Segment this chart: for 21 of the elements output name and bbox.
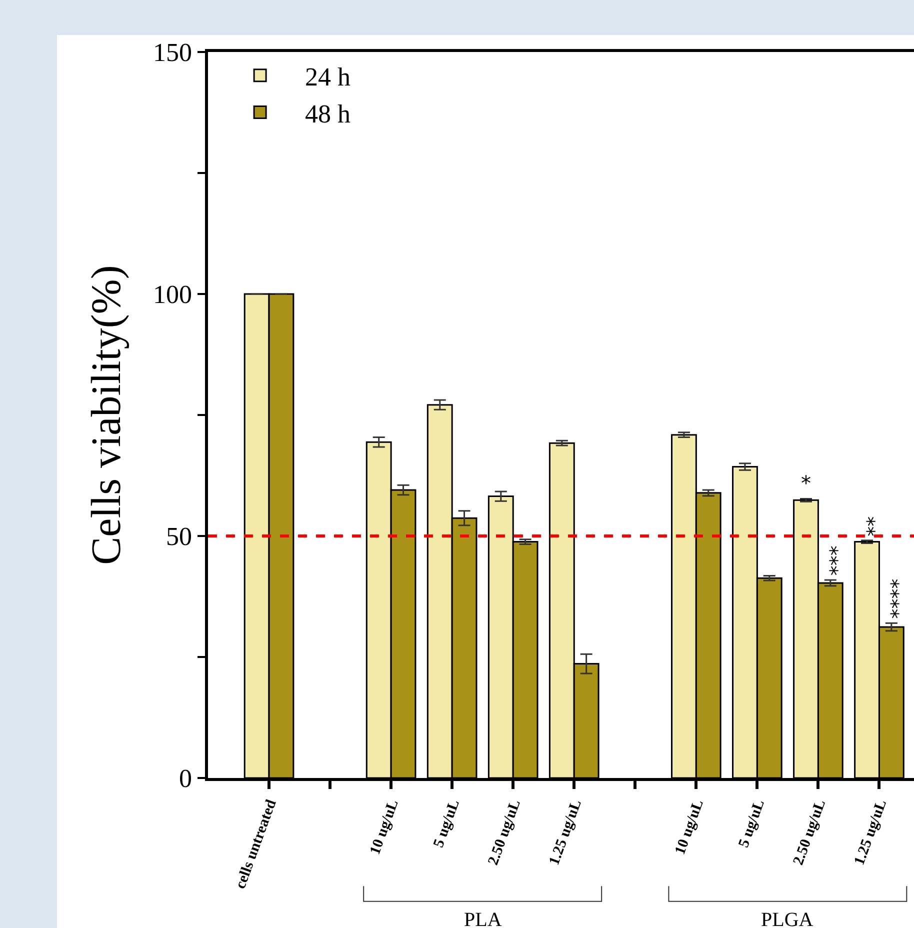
legend-label: 24 h [305, 62, 351, 92]
text: PLA [464, 909, 502, 928]
x-tick-label: 1.25 ug/uL [852, 798, 890, 868]
x-tick-label: 2.50 ug/uL [790, 798, 830, 868]
legend-label: 48 h [305, 99, 351, 128]
x-tick-label: 2.50 ug/uL [485, 798, 524, 868]
y-tick-label: 100 [153, 280, 192, 310]
text: PLGA [761, 909, 814, 928]
y-axis-title: Cells viability(%) [84, 265, 130, 565]
data-label: *** [818, 546, 842, 576]
y-tick-label: 50 [166, 522, 192, 552]
x-tick-label: 5 ug/uL [736, 798, 768, 850]
x-tick-label: 1.25 ug/uL [546, 798, 585, 868]
data-label: * [801, 471, 811, 495]
data-label: **** [880, 578, 904, 619]
x-tick-label: 5 ug/uL [430, 798, 463, 850]
x-tick-label: 10 ug/uL [367, 798, 402, 857]
y-tick-label: 150 [153, 38, 192, 68]
data-label: ** [855, 516, 880, 536]
x-tick-label: 10 ug/uL [672, 798, 707, 857]
y-tick-label: 0 [179, 764, 192, 794]
